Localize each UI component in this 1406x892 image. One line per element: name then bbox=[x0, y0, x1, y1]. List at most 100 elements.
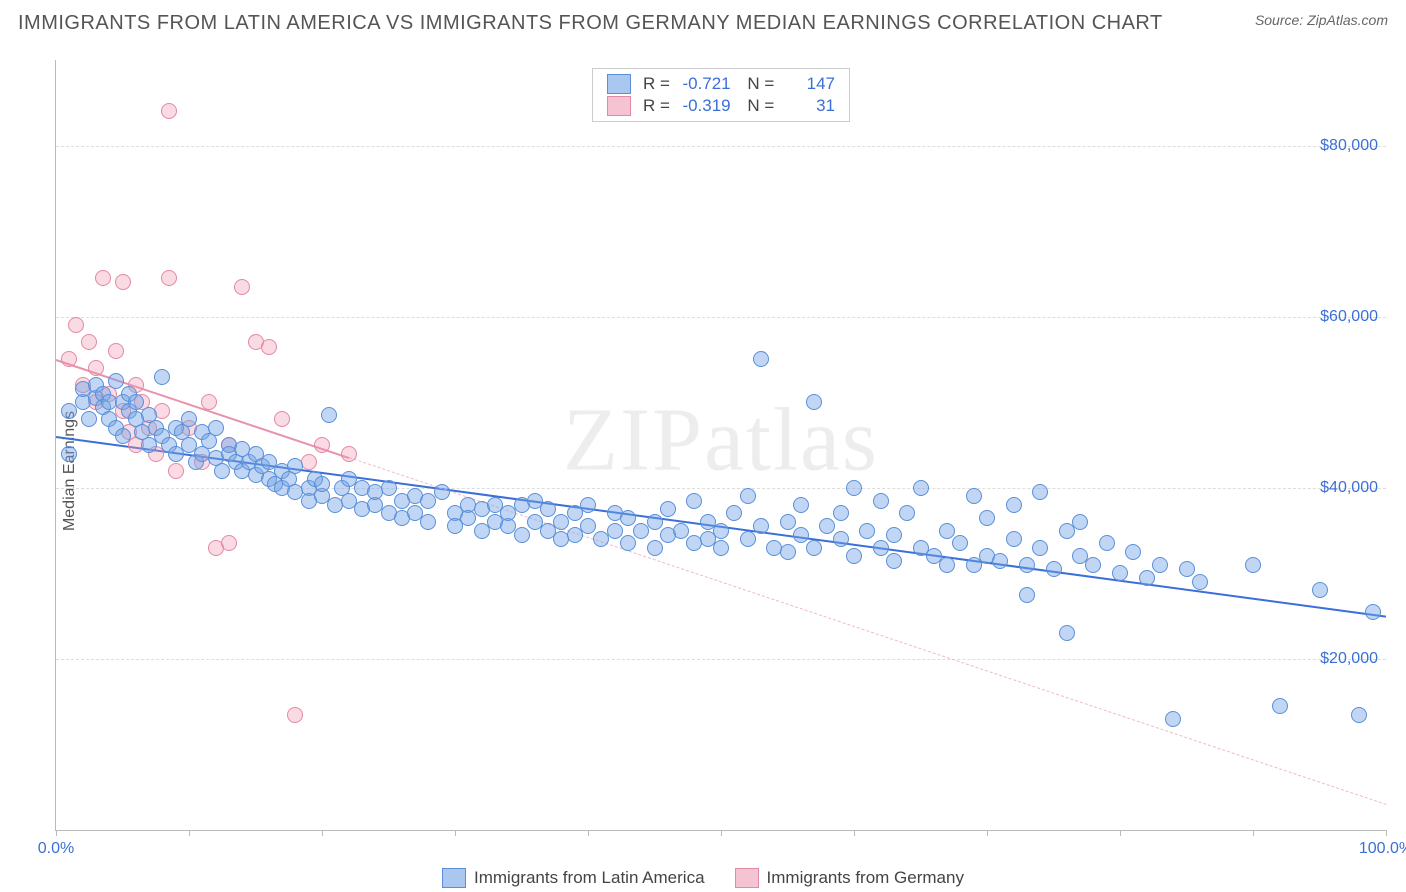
data-point bbox=[780, 514, 796, 530]
data-point bbox=[68, 317, 84, 333]
data-point bbox=[1072, 514, 1088, 530]
legend-swatch-pink-icon bbox=[735, 868, 759, 888]
data-point bbox=[261, 339, 277, 355]
data-point bbox=[1179, 561, 1195, 577]
data-point bbox=[806, 540, 822, 556]
r-value-2: -0.319 bbox=[675, 96, 731, 116]
correlation-legend: R = -0.721 N = 147 R = -0.319 N = 31 bbox=[592, 68, 850, 122]
x-tick-mark bbox=[1386, 830, 1387, 836]
x-tick-mark bbox=[588, 830, 589, 836]
legend-swatch-blue bbox=[607, 74, 631, 94]
x-tick-mark bbox=[721, 830, 722, 836]
data-point bbox=[740, 488, 756, 504]
gridline bbox=[56, 488, 1386, 489]
data-point bbox=[1006, 531, 1022, 547]
x-tick-mark bbox=[189, 830, 190, 836]
n-value-2: 31 bbox=[779, 96, 835, 116]
data-point bbox=[726, 505, 742, 521]
x-tick-mark bbox=[1120, 830, 1121, 836]
data-point bbox=[873, 540, 889, 556]
data-point bbox=[740, 531, 756, 547]
source-attribution: Source: ZipAtlas.com bbox=[1255, 12, 1388, 28]
r-value-1: -0.721 bbox=[675, 74, 731, 94]
data-point bbox=[1165, 711, 1181, 727]
data-point bbox=[1245, 557, 1261, 573]
legend-swatch-pink bbox=[607, 96, 631, 116]
data-point bbox=[1032, 540, 1048, 556]
data-point bbox=[314, 437, 330, 453]
data-point bbox=[806, 394, 822, 410]
data-point bbox=[274, 411, 290, 427]
data-point bbox=[61, 446, 77, 462]
data-point bbox=[314, 476, 330, 492]
data-point bbox=[886, 553, 902, 569]
data-point bbox=[1046, 561, 1062, 577]
legend-label-2: Immigrants from Germany bbox=[767, 868, 964, 888]
data-point bbox=[899, 505, 915, 521]
data-point bbox=[95, 270, 111, 286]
data-point bbox=[793, 527, 809, 543]
data-point bbox=[780, 544, 796, 560]
data-point bbox=[793, 497, 809, 513]
gridline bbox=[56, 659, 1386, 660]
data-point bbox=[1019, 557, 1035, 573]
data-point bbox=[108, 373, 124, 389]
data-point bbox=[1099, 535, 1115, 551]
data-point bbox=[1152, 557, 1168, 573]
data-point bbox=[154, 369, 170, 385]
data-point bbox=[1192, 574, 1208, 590]
data-point bbox=[1351, 707, 1367, 723]
data-point bbox=[381, 480, 397, 496]
data-point bbox=[607, 523, 623, 539]
data-point bbox=[1112, 565, 1128, 581]
watermark: ZIPatlas bbox=[563, 388, 879, 491]
data-point bbox=[115, 274, 131, 290]
data-point bbox=[846, 548, 862, 564]
data-point bbox=[979, 510, 995, 526]
data-point bbox=[580, 518, 596, 534]
data-point bbox=[873, 493, 889, 509]
data-point bbox=[939, 523, 955, 539]
data-point bbox=[686, 493, 702, 509]
data-point bbox=[620, 535, 636, 551]
data-point bbox=[1125, 544, 1141, 560]
data-point bbox=[620, 510, 636, 526]
data-point bbox=[108, 343, 124, 359]
data-point bbox=[161, 103, 177, 119]
y-tick-label: $40,000 bbox=[1320, 479, 1378, 497]
data-point bbox=[952, 535, 968, 551]
data-point bbox=[753, 351, 769, 367]
data-point bbox=[647, 514, 663, 530]
chart-title: IMMIGRANTS FROM LATIN AMERICA VS IMMIGRA… bbox=[18, 12, 1163, 35]
data-point bbox=[833, 505, 849, 521]
data-point bbox=[819, 518, 835, 534]
data-point bbox=[647, 540, 663, 556]
data-point bbox=[713, 523, 729, 539]
data-point bbox=[234, 279, 250, 295]
data-point bbox=[913, 480, 929, 496]
data-point bbox=[128, 394, 144, 410]
data-point bbox=[713, 540, 729, 556]
data-point bbox=[966, 488, 982, 504]
data-point bbox=[181, 411, 197, 427]
data-point bbox=[1085, 557, 1101, 573]
data-point bbox=[660, 501, 676, 517]
data-point bbox=[287, 458, 303, 474]
data-point bbox=[859, 523, 875, 539]
data-point bbox=[341, 446, 357, 462]
data-point bbox=[1139, 570, 1155, 586]
x-tick-mark bbox=[322, 830, 323, 836]
data-point bbox=[846, 480, 862, 496]
data-point bbox=[287, 707, 303, 723]
x-tick-label: 0.0% bbox=[38, 840, 74, 858]
data-point bbox=[540, 501, 556, 517]
data-point bbox=[161, 270, 177, 286]
y-tick-label: $60,000 bbox=[1320, 308, 1378, 326]
legend-row-2: R = -0.319 N = 31 bbox=[607, 95, 835, 117]
data-point bbox=[88, 360, 104, 376]
legend-row-1: R = -0.721 N = 147 bbox=[607, 73, 835, 95]
x-tick-label: 100.0% bbox=[1359, 840, 1406, 858]
y-tick-label: $20,000 bbox=[1320, 650, 1378, 668]
data-point bbox=[886, 527, 902, 543]
data-point bbox=[1006, 497, 1022, 513]
